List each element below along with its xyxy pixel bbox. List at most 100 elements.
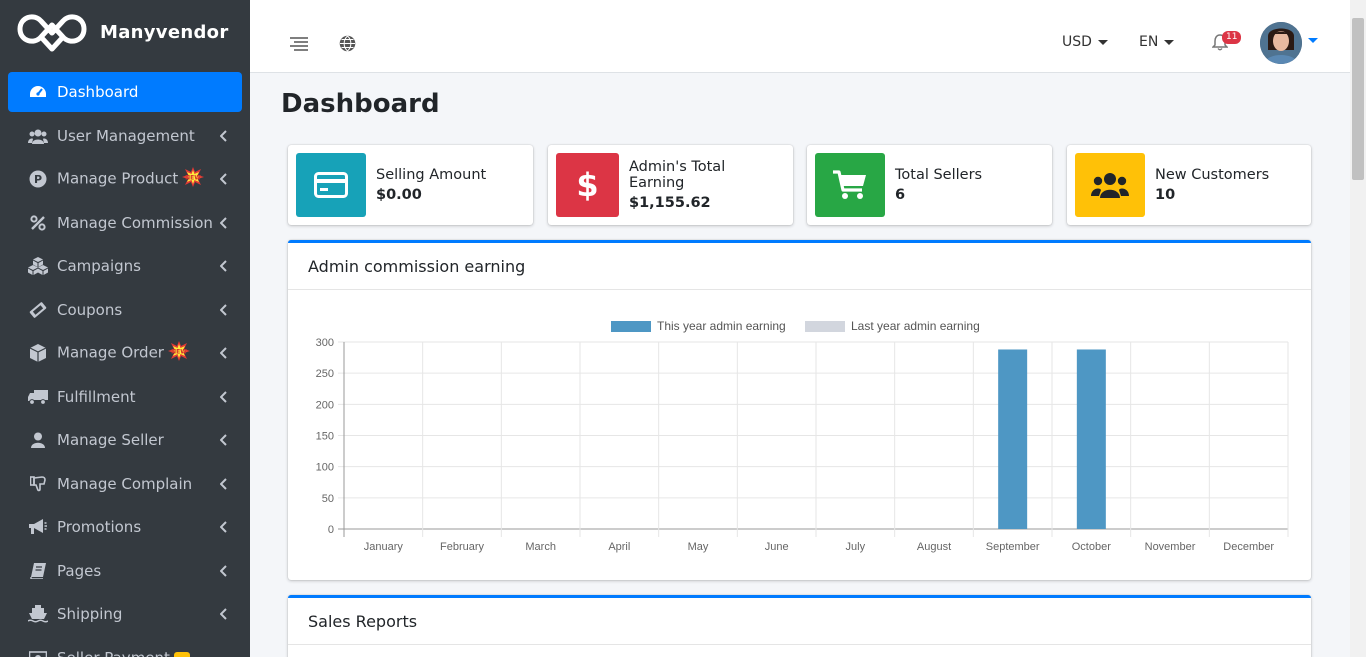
chevron-left-icon [220, 390, 230, 403]
ticket-icon [28, 300, 48, 320]
stat-icon-box [815, 153, 885, 217]
ship-icon [28, 604, 48, 624]
legend-swatch [611, 321, 651, 332]
caret-down-icon [1164, 39, 1175, 45]
chevron-left-icon [220, 434, 230, 446]
stat-card-total-sellers[interactable]: Total Sellers 6 [807, 145, 1052, 225]
sidebar-item-label: Manage Seller [57, 431, 164, 449]
money-icon [28, 648, 48, 657]
stat-icon-box: $ [556, 153, 619, 217]
commission-card: Admin commission earning This year admin… [288, 240, 1311, 580]
dollar-icon: $ [576, 166, 599, 204]
x-tick-label: July [846, 541, 866, 553]
caret-down-icon [1097, 39, 1108, 45]
y-tick-label: 100 [316, 462, 334, 474]
stat-title: Selling Amount [376, 167, 487, 183]
sidebar-item-label: Manage Complain [57, 474, 193, 493]
product-p-icon: P [28, 169, 48, 189]
caret-down-icon[interactable] [1308, 38, 1318, 43]
x-tick-label: September [986, 541, 1040, 553]
globe-icon[interactable] [339, 35, 356, 56]
x-tick-label: April [608, 541, 630, 553]
thumbs-down-icon [28, 474, 48, 494]
tachometer-icon [28, 82, 48, 102]
language-dropdown[interactable]: EN [1139, 34, 1175, 50]
sidebar-item-manage-seller[interactable]: Manage Seller [8, 420, 242, 460]
stat-card-new-customers[interactable]: New Customers 10 [1067, 145, 1311, 225]
y-tick-label: 300 [316, 337, 334, 349]
sidebar-item-campaigns[interactable]: Campaigns [8, 246, 242, 286]
sidebar-item-label: Shipping [57, 605, 123, 623]
y-tick-label: 150 [316, 431, 334, 443]
page-scrollbar[interactable] [1350, 0, 1366, 657]
chart-bars [998, 349, 1106, 529]
sidebar: Manyvendor Dashboard User Management P M… [0, 0, 250, 657]
x-tick-label: December [1223, 541, 1274, 553]
chart-legend: This year admin earning Last year admin e… [611, 319, 980, 333]
scrollbar-thumb[interactable] [1352, 18, 1364, 180]
sidebar-item-manage-complain[interactable]: Manage Complain [8, 464, 242, 504]
sidebar-item-manage-product[interactable]: P Manage Product NEW [8, 159, 242, 199]
status-badge [173, 652, 190, 657]
chevron-left-icon [220, 564, 230, 577]
stat-title: New Customers [1155, 167, 1270, 183]
user-icon [28, 430, 48, 450]
sidebar-item-user-management[interactable]: User Management [8, 116, 242, 156]
legend-label[interactable]: Last year admin earning [851, 319, 980, 333]
avatar[interactable] [1260, 22, 1302, 64]
box-icon [28, 343, 48, 363]
sidebar-item-manage-commission[interactable]: Manage Commission [8, 203, 242, 243]
sales-report-card: Sales Reports [288, 595, 1311, 657]
sidebar-item-label: Campaigns [57, 257, 142, 275]
legend-label[interactable]: This year admin earning [657, 319, 786, 333]
brand[interactable]: Manyvendor [0, 0, 250, 64]
chevron-left-icon [220, 521, 230, 533]
book-icon [28, 561, 48, 581]
stat-value: $0.00 [376, 187, 422, 203]
bullhorn-icon [28, 517, 48, 537]
chart-labels: 0 50 100 150 200 250 300 January February March Ap… [316, 337, 1275, 553]
x-tick-label: June [765, 541, 789, 553]
chevron-left-icon [220, 216, 230, 229]
sidebar-item-shipping[interactable]: Shipping [8, 594, 242, 634]
sidebar-item-label: Pages [57, 561, 102, 580]
stat-icon-box [296, 153, 366, 217]
notification-count-badge: 11 [1222, 31, 1242, 44]
sidebar-item-label: Seller Payment [57, 649, 170, 657]
sidebar-item-manage-order[interactable]: Manage Order NEW [8, 333, 242, 373]
x-tick-label: October [1072, 541, 1111, 553]
brand-logo-icon [17, 14, 87, 52]
sidebar-item-fulfillment[interactable]: Fulfillment [8, 377, 242, 417]
chevron-left-icon [220, 173, 230, 185]
stat-card-admin-earning[interactable]: $ Admin's Total Earning $1,155.62 [548, 145, 793, 225]
sidebar-item-seller-payment[interactable]: Seller Payment [8, 638, 242, 657]
sidebar-item-label: Manage Order [57, 343, 164, 362]
card-title: Sales Reports [288, 598, 1311, 645]
sidebar-item-label: User Management [57, 126, 195, 145]
chart-bar[interactable] [998, 349, 1028, 529]
menu-toggle-icon[interactable] [290, 36, 308, 55]
sidebar-item-pages[interactable]: Pages [8, 551, 242, 591]
sidebar-item-label: Fulfillment [57, 387, 136, 406]
stat-card-selling-amount[interactable]: Selling Amount $0.00 [288, 145, 533, 225]
y-tick-label: 250 [316, 368, 334, 380]
credit-card-icon [314, 172, 348, 198]
card-title: Admin commission earning [288, 243, 1311, 290]
chevron-left-icon [220, 608, 230, 620]
sidebar-item-promotions[interactable]: Promotions [8, 507, 242, 547]
chevron-left-icon [220, 303, 230, 316]
x-tick-label: May [688, 541, 709, 553]
chevron-left-icon [220, 477, 230, 490]
x-tick-label: August [917, 541, 951, 553]
stat-value: 10 [1155, 187, 1176, 203]
sidebar-item-dashboard[interactable]: Dashboard [8, 72, 242, 112]
chart-bar[interactable] [1076, 349, 1106, 529]
currency-dropdown[interactable]: USD [1062, 34, 1108, 50]
sidebar-item-coupons[interactable]: Coupons [8, 290, 242, 330]
stat-title: Admin's Total Earning [629, 159, 726, 191]
new-badge-icon: NEW [167, 341, 190, 365]
chevron-left-icon [220, 347, 230, 359]
x-tick-label: March [525, 541, 556, 553]
main-content: Dashboard Selling Amount $0.00 $ Admin's… [266, 73, 1350, 657]
stat-value: 6 [895, 187, 906, 203]
